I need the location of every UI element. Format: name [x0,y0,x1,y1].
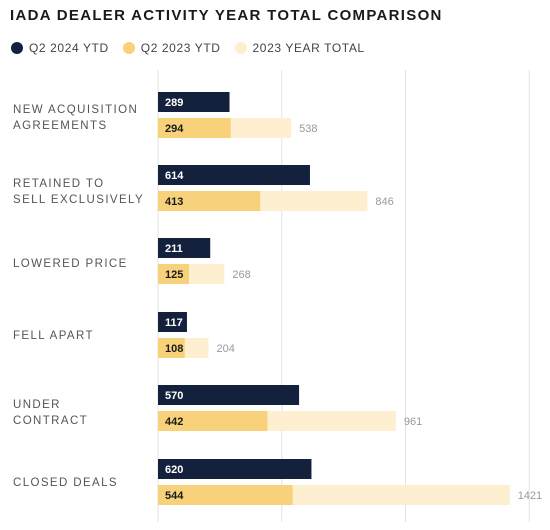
bar-q2-2024 [158,385,300,405]
category-label: CLOSED DEALS [13,477,118,489]
data-label-2023-total: 268 [232,269,250,281]
category-label: RETAINED TO SELL EXCLUSIVELY [13,178,145,206]
data-label-q2-2024: 117 [165,317,183,329]
category-label: LOWERED PRICE [13,258,128,270]
legend-item-q2-2024: Q2 2024 YTD [11,41,109,55]
category-label: UNDER CONTRACT [13,399,89,427]
chart-title: IADA DEALER ACTIVITY YEAR TOTAL COMPARIS… [10,7,443,24]
data-label-2023-total: 961 [404,416,422,428]
bar-q2-2024 [158,459,312,479]
data-label-q2-2024: 620 [165,464,183,476]
bar-q2-2024 [158,92,230,112]
data-label-q2-2023: 442 [165,416,183,428]
data-label-q2-2023: 544 [165,490,184,502]
bar-q2-2023 [158,264,189,284]
data-label-q2-2023: 413 [165,196,183,208]
legend-label-2023-total: 2023 YEAR TOTAL [252,41,365,55]
data-label-2023-total: 846 [375,196,393,208]
data-label-2023-total: 1421 [518,490,542,502]
bar-q2-2023 [158,485,293,505]
legend-swatch-2023-total [234,42,247,54]
bar-q2-2024 [158,238,211,258]
legend-item-2023-total: 2023 YEAR TOTAL [234,41,365,55]
bar-q2-2023 [158,338,185,358]
category-label: NEW ACQUISITION AGREEMENTS [13,104,139,132]
bar-q2-2024 [158,165,310,185]
category-label: FELL APART [13,330,94,342]
data-label-q2-2023: 294 [165,123,184,135]
data-label-2023-total: 538 [299,123,317,135]
data-label-q2-2023: 125 [165,269,183,281]
data-label-q2-2024: 614 [165,170,184,182]
data-label-q2-2023: 108 [165,343,183,355]
legend-swatch-q2-2024 [11,42,23,54]
legend-label-q2-2024: Q2 2024 YTD [29,41,109,55]
data-label-q2-2024: 211 [165,243,183,255]
bar-q2-2023 [158,118,231,138]
data-label-2023-total: 204 [216,343,234,355]
legend-swatch-q2-2023 [122,42,135,54]
bar-q2-2024 [158,312,187,332]
data-label-q2-2024: 289 [165,97,183,109]
bar-q2-2023 [158,411,268,431]
legend-label-q2-2023: Q2 2023 YTD [140,41,221,55]
bar-q2-2023 [158,191,261,211]
data-label-q2-2024: 570 [165,390,183,402]
legend: Q2 2024 YTD Q2 2023 YTD 2023 YEAR TOTAL [11,39,379,57]
legend-item-q2-2023: Q2 2023 YTD [122,41,221,55]
